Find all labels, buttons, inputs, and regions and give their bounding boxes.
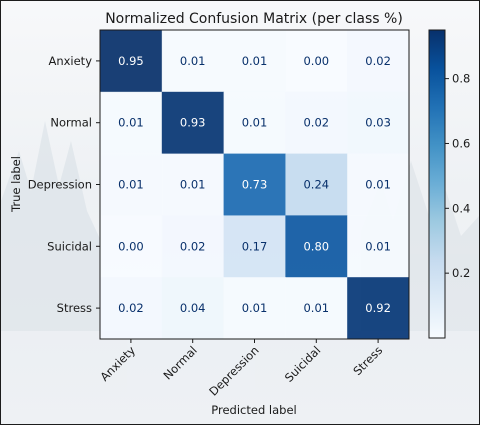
x-tick-label: Suicidal <box>282 343 324 385</box>
heatmap-cell <box>223 91 286 155</box>
x-tick-label: Normal <box>160 343 199 382</box>
heatmap-cell-value: 0.02 <box>180 239 206 253</box>
heatmap-cell-value: 0.01 <box>180 178 206 192</box>
heatmap-cell-value: 0.93 <box>180 116 206 130</box>
heatmap-cell-value: 0.73 <box>242 178 268 192</box>
heatmap-cell <box>161 30 225 93</box>
heatmap-cell <box>347 91 410 155</box>
heatmap-cell <box>223 30 286 93</box>
x-axis-label: Predicted label <box>211 403 296 417</box>
heatmap-cell-value: 0.01 <box>118 116 144 130</box>
colorbar-tick-label: 0.2 <box>452 266 470 280</box>
y-tick-label: Depression <box>28 178 92 192</box>
heatmap-cell <box>100 277 163 340</box>
colorbar <box>428 29 446 339</box>
heatmap-cell-value: 0.00 <box>118 239 144 253</box>
heatmap-cell <box>223 215 286 278</box>
heatmap-cell-value: 0.02 <box>303 116 329 130</box>
heatmap-cell-value: 0.80 <box>303 239 329 253</box>
y-axis-ticks: Anxiety Normal Depression Suicidal Stress <box>28 54 100 315</box>
heatmap-cell <box>285 153 348 216</box>
chart-title: Normalized Confusion Matrix (per class %… <box>105 11 403 27</box>
heatmap-cell <box>347 153 410 216</box>
heatmap-cell <box>347 30 410 93</box>
heatmap-cell <box>161 153 225 216</box>
heatmap-cell-value: 0.01 <box>365 178 391 192</box>
heatmap-cell-value: 0.92 <box>365 301 391 315</box>
heatmap-cells <box>100 30 410 340</box>
heatmap-cell <box>161 215 225 278</box>
heatmap-cell-value: 0.95 <box>118 54 144 68</box>
x-axis-ticks: Anxiety Normal Depression Suicidal Stress <box>97 339 385 399</box>
x-tick-label: Stress <box>350 343 385 378</box>
y-tick-label: Stress <box>57 301 92 315</box>
heatmap-cell-value: 0.03 <box>365 116 391 130</box>
colorbar-tick-label: 0.8 <box>452 72 470 86</box>
y-tick-label: Anxiety <box>48 54 92 68</box>
heatmap-cell-value: 0.02 <box>365 54 391 68</box>
heatmap-cell-value: 0.01 <box>242 54 268 68</box>
heatmap-cell-value: 0.17 <box>242 239 268 253</box>
heatmap-cell-value: 0.01 <box>180 54 206 68</box>
background-trees-left <box>1 121 101 424</box>
heatmap-cell <box>285 91 348 155</box>
heatmap-cell <box>100 30 163 93</box>
y-tick-label: Normal <box>50 116 92 130</box>
heatmap-cell <box>285 215 348 278</box>
heatmap-cell <box>223 153 286 216</box>
heatmap-cell-value: 0.02 <box>118 301 144 315</box>
heatmap-cell <box>347 215 410 278</box>
x-tick-label: Depression <box>206 343 261 398</box>
background-water <box>1 331 479 424</box>
heatmap-cell-value: 0.01 <box>303 301 329 315</box>
heatmap-cell <box>285 30 348 93</box>
heatmap-cell <box>100 153 163 216</box>
heatmap-cell <box>100 215 163 278</box>
heatmap-cell <box>347 277 410 340</box>
heatmap-cell-labels: 0.95 0.01 0.01 0.00 0.02 0.01 0.93 0.01 0.02 0.03… <box>118 54 391 315</box>
heatmap-cell-value: 0.01 <box>242 116 268 130</box>
heatmap-cell-value: 0.00 <box>303 54 329 68</box>
heatmap-cell <box>161 91 225 155</box>
colorbar-ticks: 0.2 0.4 0.6 0.8 <box>445 72 470 280</box>
y-axis-label: True label <box>9 156 23 213</box>
heatmap-cell-value: 0.01 <box>242 301 268 315</box>
heatmap-cell-value: 0.04 <box>180 301 206 315</box>
y-tick-label: Suicidal <box>47 239 92 253</box>
x-tick-label: Anxiety <box>97 343 138 384</box>
colorbar-tick-label: 0.4 <box>452 201 470 215</box>
heatmap-cell-value: 0.01 <box>118 178 144 192</box>
heatmap-cell <box>285 277 348 340</box>
heatmap-cell-value: 0.24 <box>303 178 329 192</box>
colorbar-tick-label: 0.6 <box>452 136 470 150</box>
heatmap-cell <box>100 91 163 155</box>
heatmap-cell <box>223 277 286 340</box>
heatmap-cell-value: 0.01 <box>365 239 391 253</box>
heatmap-cell <box>161 277 225 340</box>
